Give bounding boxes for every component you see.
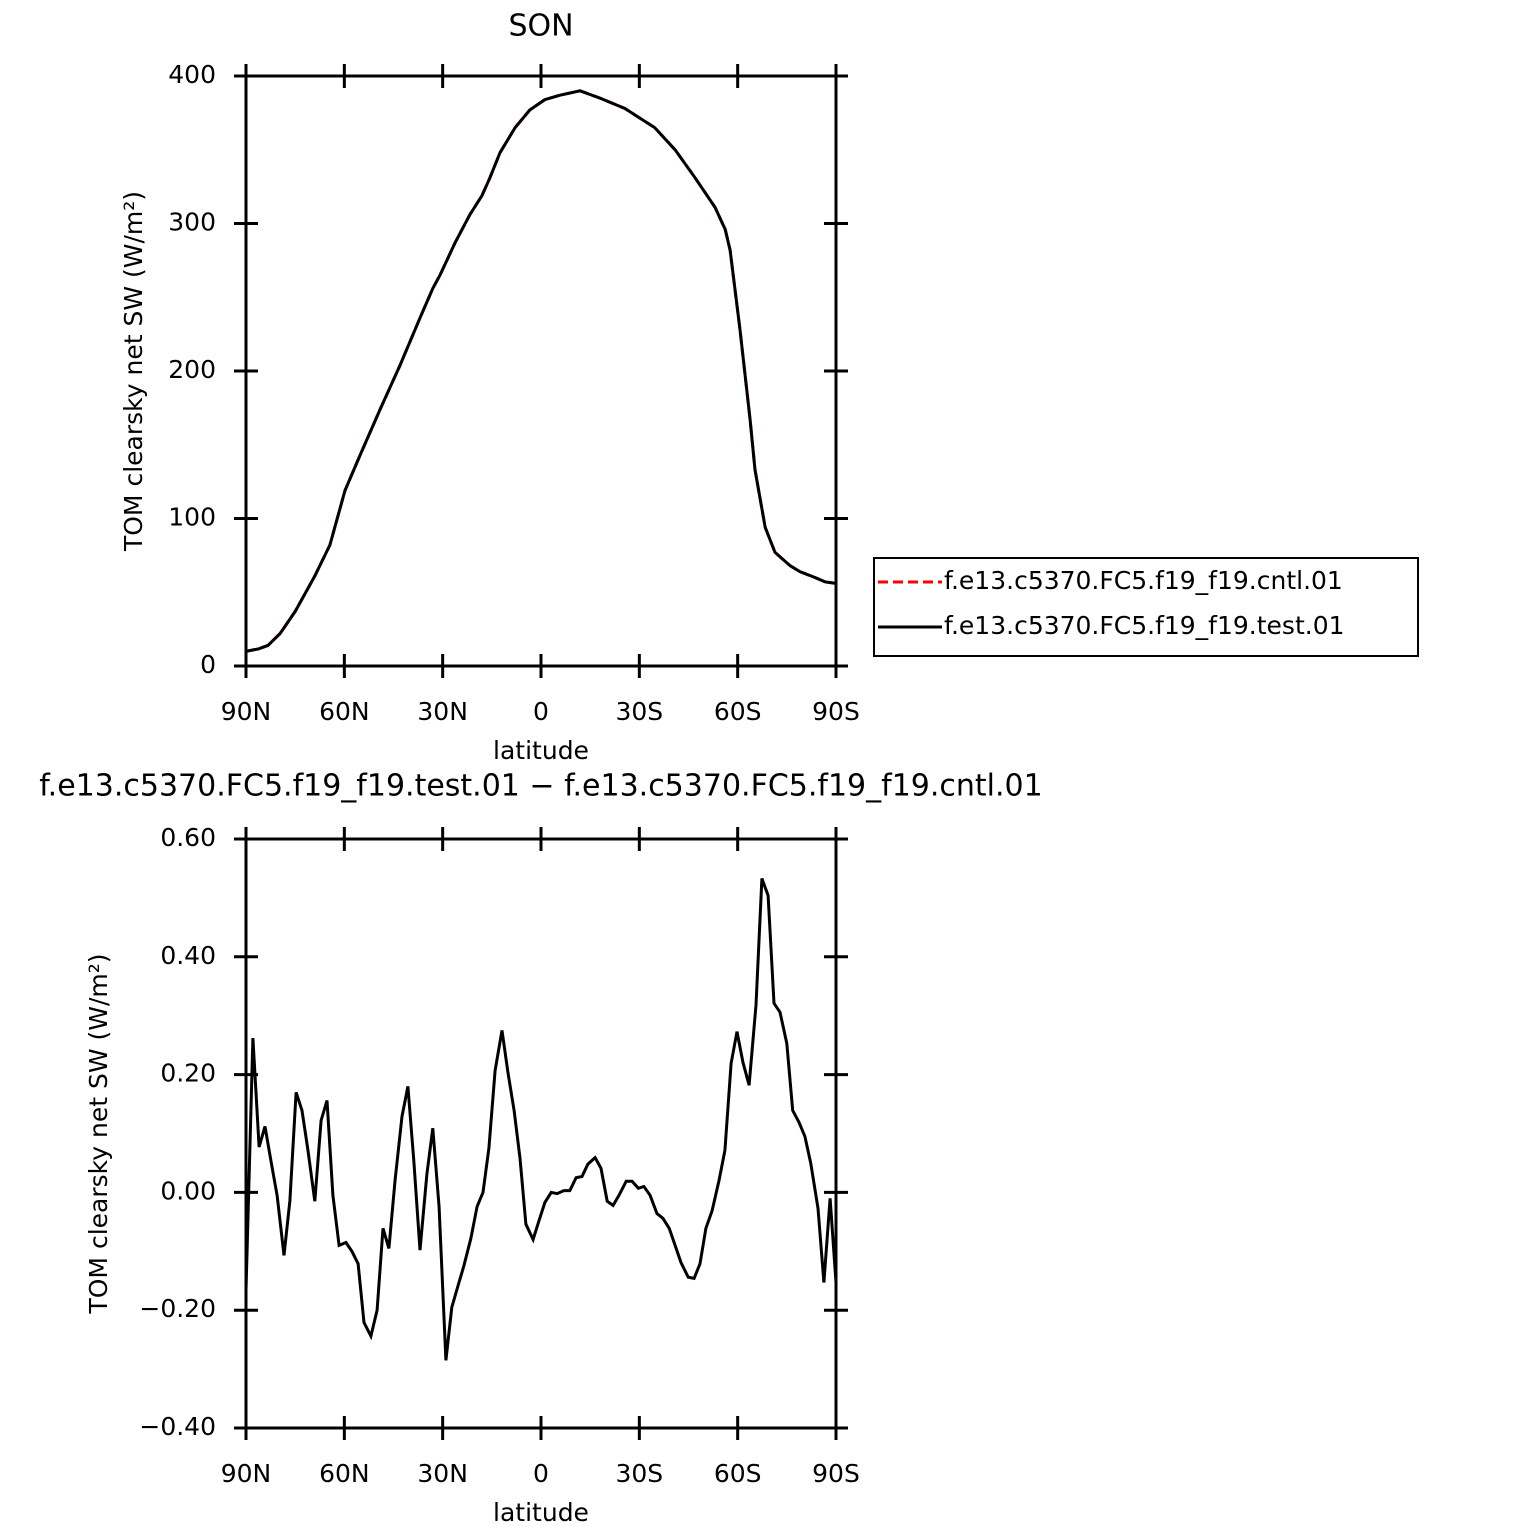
y-axis-label: TOM clearsky net SW (W/m²) [119, 191, 148, 552]
y-tick-label: 0.00 [160, 1176, 216, 1205]
x-tick-label: 30S [615, 1459, 663, 1488]
x-tick-label: 90N [221, 1459, 272, 1488]
x-tick-label: 0 [533, 697, 549, 726]
x-tick-label: 30S [615, 697, 663, 726]
series-line [245, 89, 837, 653]
legend: f.e13.c5370.FC5.f19_f19.cntl.01 f.e13.c53… [873, 557, 1419, 657]
y-tick-label: 200 [168, 355, 216, 384]
legend-label: f.e13.c5370.FC5.f19_f19.test.01 [944, 611, 1345, 640]
x-tick-label: 60S [714, 1459, 762, 1488]
x-tick-label: 60N [319, 1459, 370, 1488]
y-tick-label: 0 [200, 650, 216, 679]
y-tick-label: −0.40 [139, 1412, 216, 1441]
y-tick-label: 0.20 [160, 1059, 216, 1088]
y-tick-label: 400 [168, 60, 216, 89]
y-tick-label: 0.60 [160, 823, 216, 852]
y-axis-label: TOM clearsky net SW (W/m²) [84, 953, 113, 1314]
y-tick-label: 0.40 [160, 941, 216, 970]
x-tick-label: 90N [221, 697, 272, 726]
y-tick-label: 300 [168, 208, 216, 237]
y-tick-label: −0.20 [139, 1294, 216, 1323]
x-axis-label: latitude [493, 736, 589, 765]
legend-label: f.e13.c5370.FC5.f19_f19.cntl.01 [944, 566, 1343, 595]
x-tick-label: 30N [417, 1459, 468, 1488]
plot-frame [244, 74, 838, 668]
x-axis-label: latitude [493, 1498, 589, 1527]
legend-box [873, 557, 1419, 657]
x-tick-label: 30N [417, 697, 468, 726]
y-tick-label: 100 [168, 503, 216, 532]
x-tick-label: 0 [533, 1459, 549, 1488]
series-line [245, 89, 837, 653]
chart-title: SON [508, 9, 573, 44]
x-tick-label: 60S [714, 697, 762, 726]
x-tick-label: 90S [812, 697, 860, 726]
chart-title: f.e13.c5370.FC5.f19_f19.test.01 − f.e13.… [39, 769, 1042, 804]
plot-frame [244, 837, 838, 1430]
x-tick-label: 90S [812, 1459, 860, 1488]
x-tick-label: 60N [319, 697, 370, 726]
series-line [244, 877, 838, 1361]
